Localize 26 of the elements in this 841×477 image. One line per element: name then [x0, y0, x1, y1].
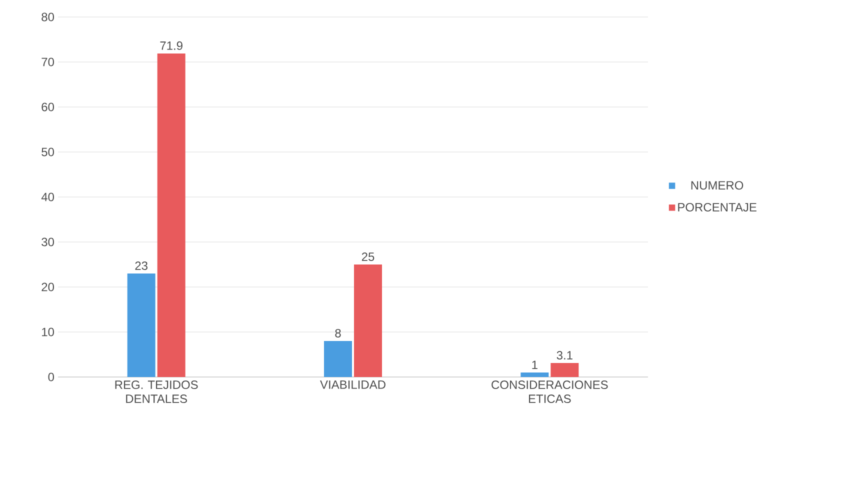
- x-tick-label: REG. TEJIDOS DENTALES: [115, 380, 198, 404]
- data-label: 1: [532, 360, 538, 369]
- data-label: 23: [135, 261, 148, 270]
- data-label: 3.1: [556, 351, 572, 360]
- bar: [157, 53, 186, 377]
- bar: [550, 363, 579, 377]
- bar: [324, 341, 352, 377]
- x-tick-label: CONSIDERACIONES ETICAS: [492, 380, 608, 404]
- y-tick-label: 30: [42, 238, 54, 246]
- legend-label: NUMERO: [691, 181, 744, 190]
- data-label: 25: [362, 252, 374, 261]
- y-tick-label: 50: [42, 148, 54, 156]
- y-tick-label: 0: [48, 372, 54, 382]
- y-tick-label: 70: [42, 58, 54, 66]
- y-tick-label: 10: [42, 328, 54, 336]
- x-tick-label: VIABILIDAD: [320, 380, 386, 389]
- legend-label: PORCENTAJE: [678, 203, 756, 212]
- y-tick-label: 20: [42, 282, 54, 292]
- bar: [354, 264, 382, 377]
- data-label: 8: [335, 328, 341, 338]
- bar: [127, 274, 156, 377]
- bar: [520, 372, 549, 377]
- y-tick-label: 40: [41, 192, 54, 202]
- y-tick-label: 80: [42, 12, 54, 22]
- y-tick-label: 60: [42, 102, 54, 112]
- data-label: 71.9: [160, 41, 182, 50]
